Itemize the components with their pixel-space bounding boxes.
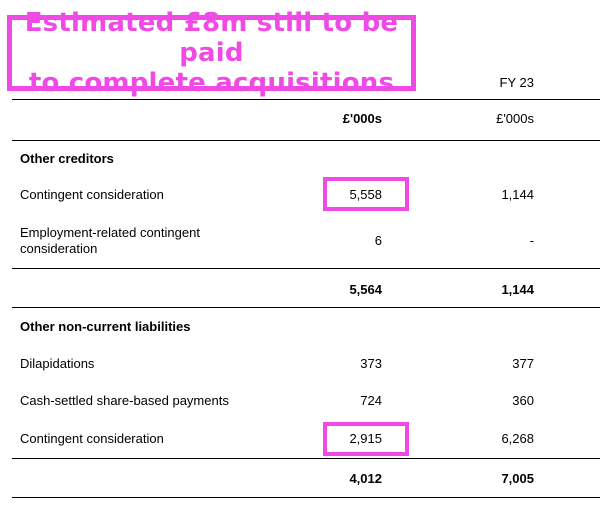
section-title-other-noncurrent-liabilities: Other non-current liabilities (20, 319, 191, 334)
value-current-contingent-consideration-noncurrent: 2,915 (349, 431, 382, 446)
value-prior-employment-related: - (529, 233, 534, 248)
row-label-contingent-consideration-noncurrent: Contingent consideration (20, 431, 164, 446)
callout-banner: Estimated £8m still to be paid to comple… (7, 8, 416, 98)
column-unit-prior: £'000s (496, 111, 534, 126)
header-divider (12, 99, 600, 100)
row-label-cash-settled-share-based-payments: Cash-settled share-based payments (20, 393, 229, 408)
value-current-dilapidations: 373 (360, 356, 382, 371)
total-prior-other-noncurrent: 7,005 (501, 471, 534, 486)
units-divider (12, 140, 600, 141)
highlight-box-contingent-noncurrent (323, 422, 409, 456)
value-prior-contingent-consideration-creditors: 1,144 (501, 187, 534, 202)
value-current-employment-related: 6 (374, 233, 382, 248)
subtotal-divider-creditors (12, 268, 600, 269)
subtotal-divider-noncurrent (12, 458, 600, 459)
total-current-other-creditors: 5,564 (349, 282, 382, 297)
row-label-dilapidations: Dilapidations (20, 356, 95, 371)
row-label-employment-related-line2: consideration (20, 241, 98, 256)
total-divider-noncurrent (12, 497, 600, 498)
value-current-cash-settled-share-based-payments: 724 (360, 393, 382, 408)
value-current-contingent-consideration-creditors: 5,558 (349, 187, 382, 202)
callout-line-1: Estimated £8m still to be paid (24, 8, 399, 68)
column-header-prior-period: FY 23 (499, 75, 534, 90)
section-title-other-creditors: Other creditors (20, 151, 114, 166)
column-unit-current: £'000s (342, 111, 382, 126)
row-label-contingent-consideration-creditors: Contingent consideration (20, 187, 164, 202)
total-prior-other-creditors: 1,144 (501, 282, 534, 297)
value-prior-cash-settled-share-based-payments: 360 (512, 393, 534, 408)
total-current-other-noncurrent: 4,012 (349, 471, 382, 486)
total-divider-creditors (12, 307, 600, 308)
callout-line-2: to complete acquisitions (28, 68, 395, 98)
value-prior-contingent-consideration-noncurrent: 6,268 (501, 431, 534, 446)
highlight-box-contingent-creditors (323, 177, 409, 211)
value-prior-dilapidations: 377 (512, 356, 534, 371)
row-label-employment-related-line1: Employment-related contingent (20, 225, 200, 240)
